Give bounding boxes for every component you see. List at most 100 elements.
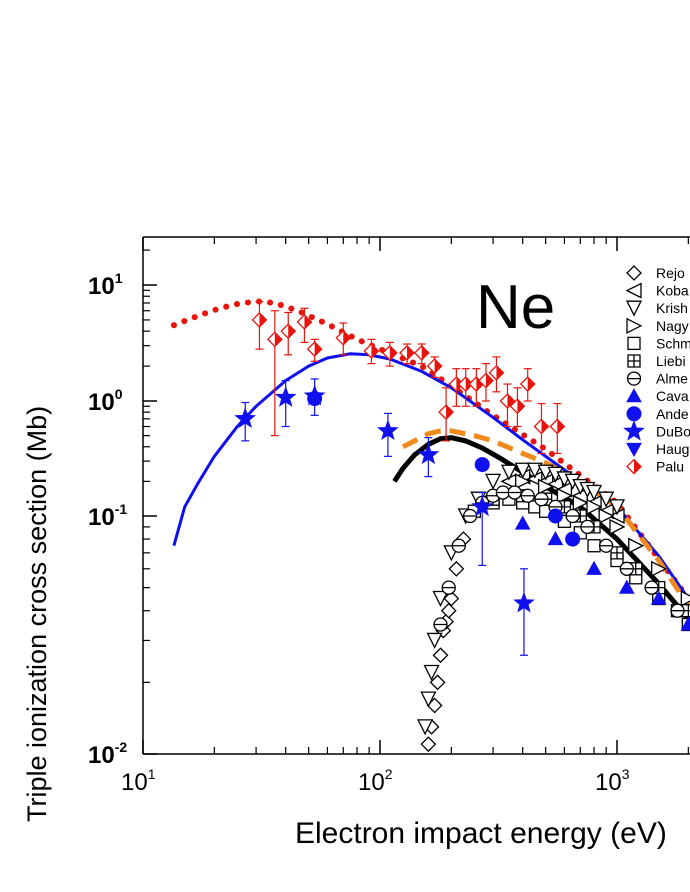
diamond-fill — [274, 332, 282, 347]
legend-item-dubo: DuBo — [623, 419, 690, 441]
point-palu — [251, 311, 268, 328]
diamond-fill — [343, 330, 351, 345]
diamond-fill — [288, 324, 296, 339]
point-nagy — [538, 478, 555, 495]
point-dubo — [471, 495, 494, 517]
point-palu — [381, 344, 398, 361]
point-krish — [426, 632, 443, 649]
x-tick-labels: 101 102 103 — [121, 766, 630, 796]
point-palu — [296, 314, 313, 330]
point-dubo — [513, 591, 535, 613]
point-alme — [565, 508, 580, 524]
diamond-fill — [304, 314, 312, 329]
point-alme — [644, 580, 659, 595]
diamond-fill — [507, 394, 515, 408]
point-krish — [585, 484, 603, 501]
diamond-fill — [557, 419, 565, 434]
point-nagy — [556, 487, 573, 504]
legend-item-schm: Schm — [627, 335, 690, 351]
point-ande — [565, 531, 581, 547]
point-alme — [599, 538, 614, 553]
point-alme — [580, 519, 595, 535]
point-krish — [514, 462, 531, 479]
diamond-fill — [634, 459, 641, 474]
legend-item-ande: Ande — [626, 406, 689, 422]
point-cava — [618, 579, 635, 594]
diamond-fill — [485, 373, 493, 388]
point-rejo — [420, 736, 437, 753]
legend-marker-rejo — [626, 265, 642, 281]
point-alme — [507, 485, 522, 500]
point-krish — [598, 491, 615, 508]
point-alme — [451, 538, 466, 553]
point-schm — [587, 539, 601, 553]
point-nagy — [586, 498, 603, 515]
legend-marker-palu — [626, 458, 642, 475]
point-krish — [526, 462, 543, 479]
point-cava — [547, 531, 564, 546]
point-palu — [266, 331, 283, 348]
legend-label: Nagy — [656, 318, 689, 334]
point-palu — [509, 398, 526, 415]
diamond-fill — [517, 399, 525, 414]
point-alme — [441, 580, 456, 595]
point-palu — [499, 393, 516, 409]
point-nagy — [680, 590, 690, 607]
legend-item-nagy: Nagy — [626, 317, 689, 334]
point-cava — [680, 616, 690, 631]
legend-item-rejo: Rejo — [626, 265, 685, 281]
legend-label: Krish — [656, 300, 688, 316]
diamond-fill — [314, 342, 322, 357]
point-alme — [462, 508, 478, 524]
error-bar-dubo — [519, 568, 528, 656]
point-ande — [474, 457, 490, 473]
plot-frame — [142, 236, 690, 755]
y-tick-label: 101 — [88, 270, 123, 300]
legend-item-alme: Alme — [626, 371, 688, 387]
point-nagy — [572, 494, 589, 511]
point-krish — [608, 499, 626, 516]
point-nagy — [515, 473, 532, 490]
point-palu — [306, 341, 323, 358]
legend-label: Liebi — [656, 353, 686, 369]
point-rejo — [440, 602, 457, 619]
point-krish — [485, 473, 502, 490]
legend-item-haug: Haug — [626, 441, 689, 458]
point-cava — [586, 560, 602, 575]
diamond-fill — [446, 405, 454, 420]
y-tick-label: 100 — [88, 386, 123, 416]
diamond-fill — [389, 345, 397, 360]
legend-item-liebi: Liebi — [627, 353, 686, 369]
point-ande — [547, 508, 563, 524]
legend-marker-krish — [625, 300, 643, 317]
point-palu — [549, 418, 566, 435]
y-tick-labels: 10-2 10-1 100 101 — [88, 270, 127, 769]
point-rejo — [443, 590, 460, 607]
y-axis-title: Triple ionization cross section (Mb) — [22, 406, 52, 822]
legend-marker-alme — [626, 371, 642, 386]
x-tick-label: 101 — [121, 766, 156, 796]
point-krish — [500, 464, 517, 481]
diamond-fill — [421, 345, 429, 360]
point-nagy — [628, 537, 645, 554]
legend-label: Cava — [656, 388, 689, 404]
chart-title: Ne — [476, 273, 555, 342]
point-liebi — [610, 546, 624, 560]
x-axis-title: Electron impact energy (eV) — [295, 817, 667, 850]
legend-label: Rejo — [656, 265, 685, 281]
point-alme — [619, 561, 634, 576]
diamond-fill — [496, 365, 504, 380]
legend-label: Schm — [656, 335, 690, 351]
point-palu — [363, 343, 380, 359]
point-alme — [433, 617, 448, 632]
error-bar-palu — [270, 310, 279, 437]
legend-marker-schm — [627, 336, 641, 351]
legend-marker-liebi — [627, 354, 641, 368]
point-cava — [650, 590, 667, 605]
x-tick-label: 102 — [358, 766, 393, 796]
point-rejo — [448, 560, 465, 577]
point-palu — [488, 364, 505, 381]
point-rejo — [429, 674, 446, 691]
